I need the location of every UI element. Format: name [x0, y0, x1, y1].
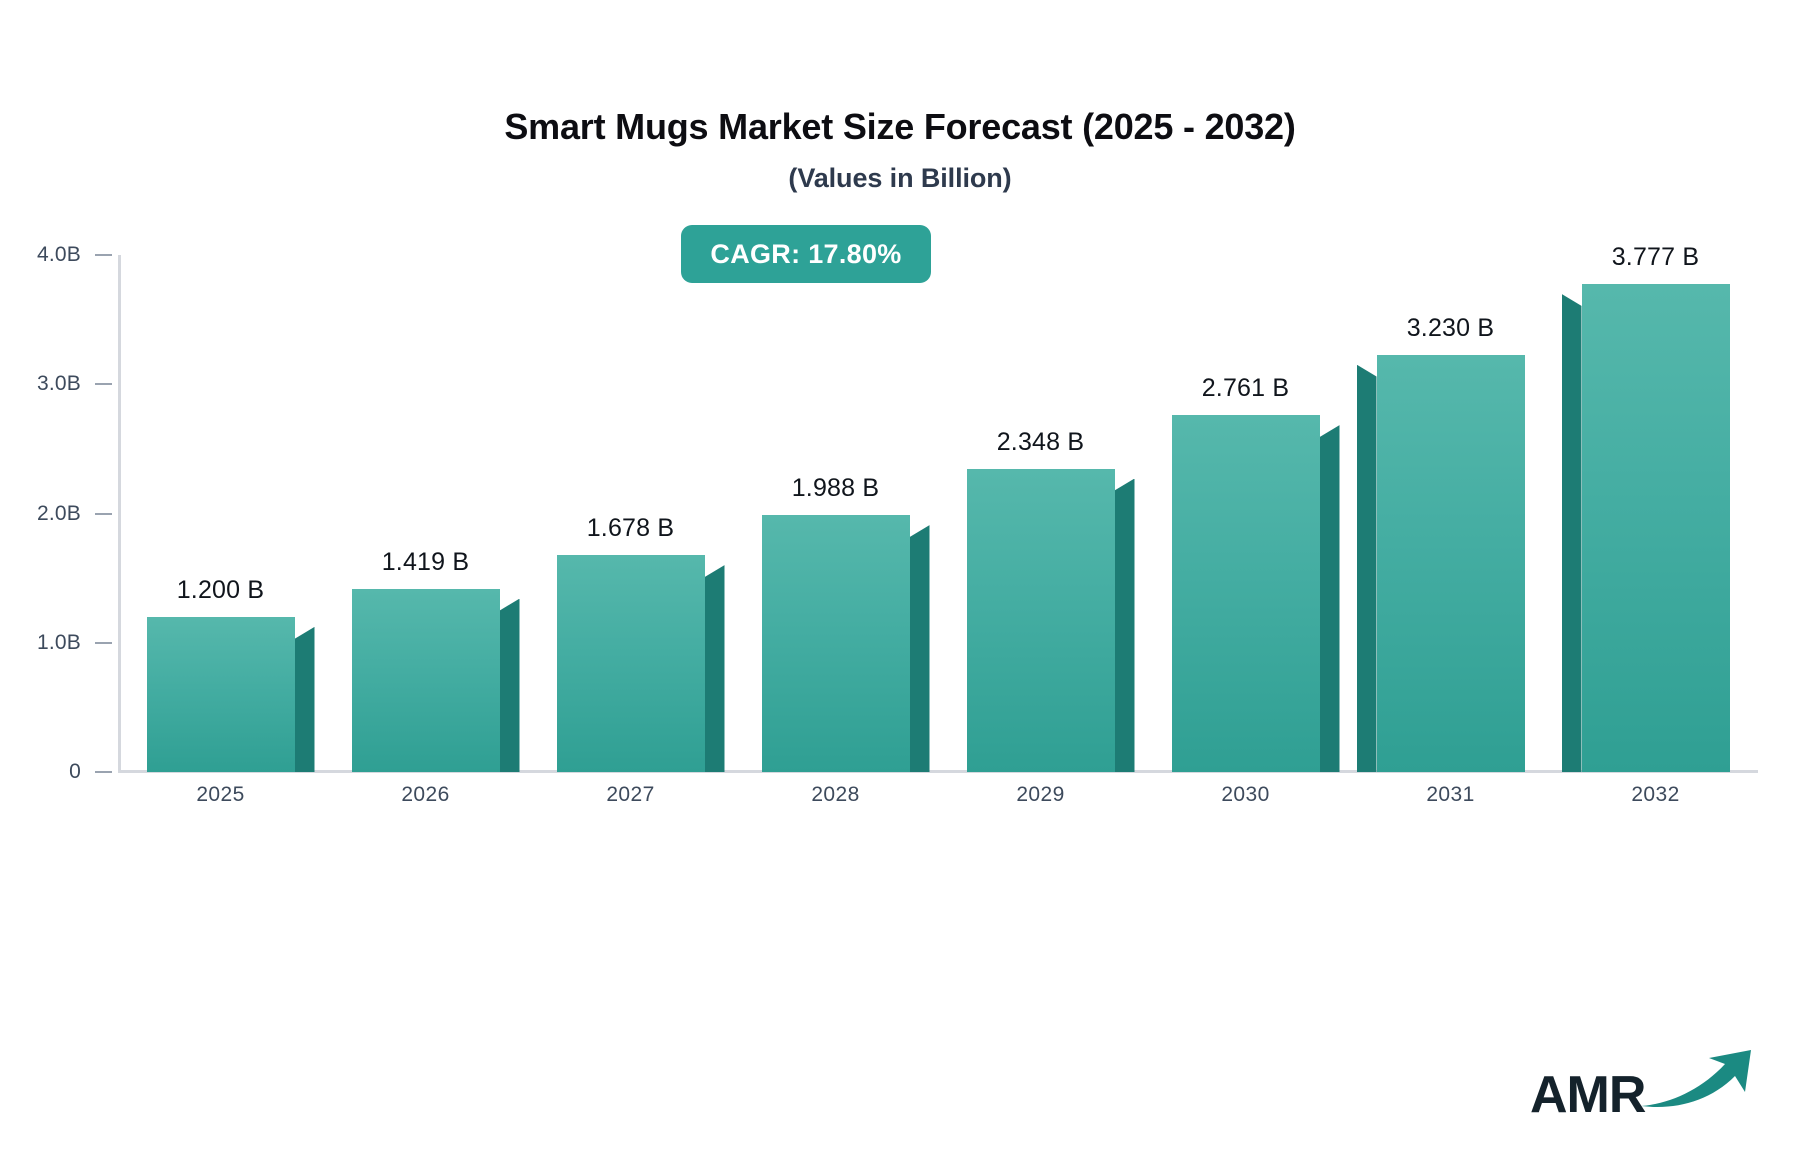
- chart-subtitle: (Values in Billion): [788, 163, 1012, 194]
- bar-value-label: 3.230 B: [1406, 313, 1495, 342]
- x-axis-line: [118, 770, 1758, 773]
- bar-value-label: 1.678 B: [586, 514, 675, 543]
- y-axis-tick-label: 0: [69, 760, 81, 783]
- bar-3d-side: [1114, 478, 1135, 772]
- y-axis-tick-label: 1.0B: [37, 630, 81, 654]
- bar-value-label: 3.777 B: [1611, 242, 1700, 271]
- page-title: Smart Mugs Market Size Forecast (2025 - …: [504, 106, 1296, 147]
- y-axis-tick: 0: [69, 760, 112, 784]
- bar-value-label: 1.200 B: [176, 575, 265, 604]
- bar-wrap: 2.348 B: [955, 255, 1135, 772]
- y-axis-tick-label: 3.0B: [37, 372, 81, 396]
- amr-logo-text: AMR: [1530, 1066, 1646, 1124]
- bar-wrap: 1.419 B: [340, 255, 520, 772]
- bar-wrap: 1.678 B: [545, 255, 725, 772]
- y-axis-line: [118, 255, 121, 772]
- x-axis-label: 2029: [1016, 783, 1065, 806]
- bar-wrap: 2.761 B: [1160, 255, 1340, 772]
- trending-up-arrow-icon: [1639, 1048, 1757, 1115]
- bar-value-label: 2.348 B: [996, 427, 1085, 456]
- x-axis-label: 2025: [196, 783, 245, 806]
- amr-logo: AMR: [1530, 1048, 1757, 1121]
- y-axis-tick-mark: [95, 383, 112, 386]
- bar-group[interactable]: 1.419 B: [340, 255, 520, 772]
- y-axis-tick-mark: [95, 254, 112, 256]
- x-axis-label: 2026: [401, 783, 450, 806]
- y-axis-tick: 3.0B: [37, 372, 112, 396]
- x-axis-label: 2031: [1426, 783, 1475, 806]
- x-axis-label: 2030: [1221, 783, 1270, 806]
- chart-header: Smart Mugs Market Size Forecast (2025 - …: [0, 0, 1800, 194]
- bar-3d-side: [704, 565, 725, 772]
- bar-group[interactable]: 1.200 B: [135, 255, 315, 772]
- bar-3d-side: [909, 525, 930, 772]
- y-axis-tick: 4.0B: [37, 243, 112, 267]
- bar-group[interactable]: 3.230 B: [1356, 255, 1537, 772]
- bar[interactable]: [146, 616, 295, 772]
- bar-group[interactable]: 2.761 B: [1160, 255, 1340, 772]
- bar[interactable]: [351, 588, 500, 772]
- bar-wrap: 1.988 B: [750, 255, 930, 772]
- x-axis-label: 2032: [1631, 783, 1680, 806]
- bar[interactable]: [1376, 354, 1525, 772]
- bar-3d-side: [1561, 293, 1582, 772]
- cagr-badge: CAGR: 17.80%: [681, 225, 931, 283]
- y-axis-tick: 2.0B: [37, 502, 112, 526]
- bar-wrap: 3.777 B: [1561, 243, 1742, 772]
- bar-group[interactable]: 3.777 B: [1561, 243, 1742, 772]
- bar-3d-side: [294, 626, 315, 772]
- bar-value-label: 1.988 B: [791, 474, 880, 503]
- bar-3d-side: [1319, 425, 1340, 772]
- y-axis-tick: 1.0B: [37, 631, 112, 655]
- bar[interactable]: [1581, 283, 1730, 772]
- x-axis-labels: 2025 2026 2027 2028 2029 2030 2031 2032: [118, 783, 1758, 823]
- x-axis-label: 2027: [606, 783, 655, 806]
- bar[interactable]: [966, 468, 1115, 772]
- bar[interactable]: [556, 555, 705, 772]
- y-axis-tick-label: 2.0B: [37, 501, 81, 525]
- bars-layer: 1.200 B 1.419 B 1.678 B 1.988 B 2.348 B 2.761…: [118, 243, 1758, 772]
- bar-group[interactable]: 1.988 B: [750, 255, 930, 772]
- bar-value-label: 1.419 B: [381, 547, 470, 576]
- x-axis-label: 2028: [811, 783, 860, 806]
- bar-3d-side: [1356, 364, 1377, 772]
- y-axis-tick-mark: [95, 512, 112, 515]
- bar[interactable]: [761, 515, 910, 772]
- y-axis: 0 1.0B 2.0B 3.0B 4.0B: [0, 243, 112, 783]
- y-axis-tick-label: 4.0B: [37, 243, 81, 266]
- bar-group[interactable]: 1.678 B: [545, 255, 725, 772]
- cagr-badge-label: CAGR: 17.80%: [710, 238, 902, 269]
- bar-group[interactable]: 2.348 B: [955, 255, 1135, 772]
- y-axis-tick-mark: [95, 641, 112, 644]
- bar-wrap: 3.230 B: [1356, 255, 1537, 772]
- bar-value-label: 2.761 B: [1201, 374, 1290, 403]
- bar[interactable]: [1171, 415, 1320, 772]
- y-axis-tick-mark: [95, 771, 112, 773]
- bar-3d-side: [499, 598, 520, 772]
- bar-wrap: 1.200 B: [135, 255, 315, 772]
